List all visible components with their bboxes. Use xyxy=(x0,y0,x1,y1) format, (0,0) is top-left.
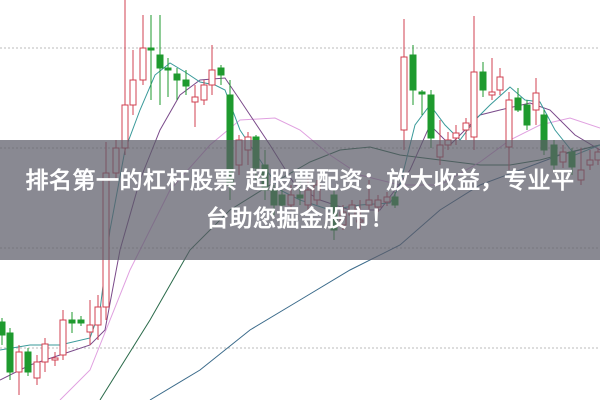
candle-down xyxy=(147,47,155,51)
candle-down xyxy=(427,94,435,139)
candle-down xyxy=(6,332,14,373)
candle-down xyxy=(217,67,225,76)
candle-up xyxy=(400,56,408,131)
candle-up xyxy=(452,132,460,139)
candle-down xyxy=(0,321,6,336)
candle-down xyxy=(182,79,190,87)
candle-up xyxy=(94,306,102,326)
candle-up xyxy=(200,84,208,101)
candle-up xyxy=(139,47,147,81)
candle-down xyxy=(418,91,426,95)
candle-down xyxy=(156,54,164,69)
candle-up xyxy=(41,343,49,363)
candle-up xyxy=(496,76,504,91)
candle-down xyxy=(523,104,531,126)
candle-up xyxy=(208,69,216,86)
candle-up xyxy=(470,71,478,138)
candle-up xyxy=(191,96,199,103)
candle-down xyxy=(68,319,76,324)
candle-up xyxy=(51,357,59,361)
candle-down xyxy=(479,71,487,91)
candle-up xyxy=(86,324,94,333)
article-title: 排名第一的杠杆股票 超股票配资：放大收益，专业平台助您掘金股市！ xyxy=(25,168,575,232)
candle-up xyxy=(59,319,67,356)
candle-up xyxy=(462,122,470,131)
title-banner: 排名第一的杠杆股票 超股票配资：放大收益，专业平台助您掘金股市！ xyxy=(0,140,600,260)
candle-up xyxy=(33,361,41,379)
candle-down xyxy=(164,67,172,71)
candle-up xyxy=(532,92,540,111)
candle-down xyxy=(514,97,522,111)
candle-down xyxy=(77,319,85,324)
candle-up xyxy=(488,91,496,96)
candle-up xyxy=(15,351,23,373)
candle-down xyxy=(24,351,32,373)
candle-down xyxy=(173,73,181,81)
candle-up xyxy=(129,79,137,106)
candle-down xyxy=(409,54,417,91)
